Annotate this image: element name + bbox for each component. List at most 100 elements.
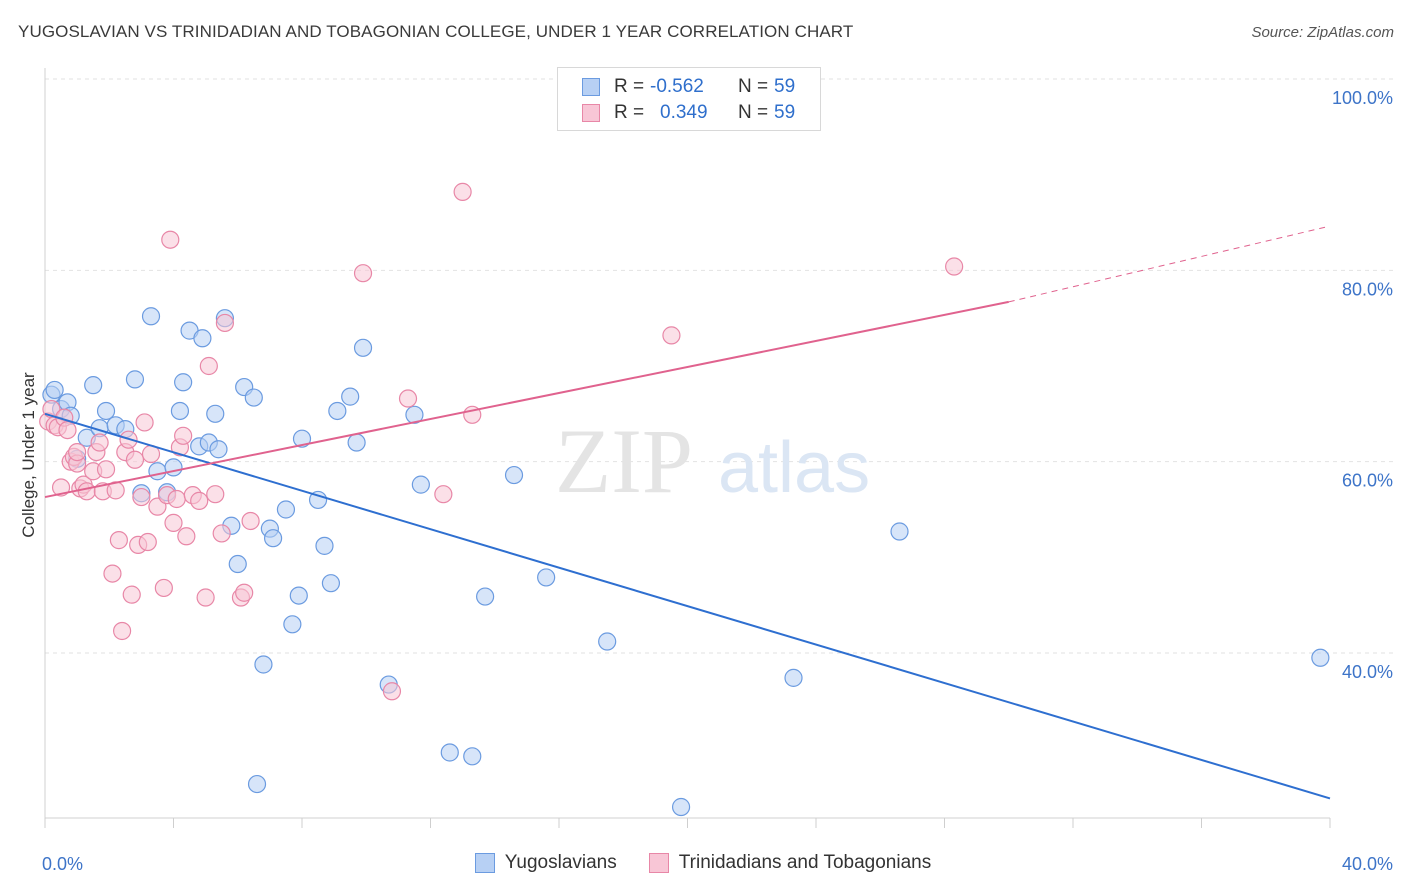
point-yugoslavian — [206, 404, 225, 423]
grid-lines — [45, 78, 1393, 654]
point-yugoslavian — [353, 338, 373, 357]
point-trinidadian — [112, 621, 132, 641]
point-trinidadian — [138, 532, 157, 552]
point-trinidadian — [177, 527, 196, 546]
y-tick-label: 100.0% — [1332, 88, 1393, 108]
watermark-atlas: atlas — [718, 428, 870, 508]
point-trinidadian — [135, 413, 154, 432]
point-yugoslavian — [1311, 648, 1330, 667]
y-axis-label: College, Under 1 year — [19, 372, 38, 538]
point-yugoslavian — [784, 668, 803, 687]
point-trinidadian — [132, 487, 151, 507]
legend-swatch-yugoslavians — [582, 78, 600, 96]
point-trinidadian — [662, 326, 681, 345]
point-trinidadian — [51, 478, 71, 497]
watermark: ZIP atlas — [555, 410, 870, 512]
point-yugoslavian — [244, 388, 263, 407]
point-trinidadian — [174, 426, 193, 445]
x-tick-label: 40.0% — [1342, 854, 1393, 874]
point-yugoslavian — [341, 387, 360, 406]
r-value: -0.562 — [650, 76, 704, 97]
legend-swatch-yugoslavians — [474, 853, 495, 873]
trend-extension-trinidadians — [1008, 226, 1326, 303]
point-yugoslavian — [890, 522, 909, 541]
chart-title: YUGOSLAVIAN VS TRINIDADIAN AND TOBAGONIA… — [18, 22, 854, 41]
r-label: R = — [614, 102, 645, 123]
point-yugoslavian — [292, 429, 312, 448]
point-trinidadian — [206, 485, 225, 504]
x-tick-label: 0.0% — [42, 854, 83, 874]
point-yugoslavian — [276, 500, 296, 519]
point-trinidadian — [199, 356, 218, 376]
legend-label-yugoslavians: Yugoslavians — [504, 852, 617, 873]
point-yugoslavian — [321, 574, 341, 593]
point-yugoslavian — [440, 743, 459, 762]
point-yugoslavian — [328, 401, 347, 421]
point-trinidadian — [109, 531, 128, 550]
point-trinidadian — [77, 482, 96, 501]
trend-lines — [44, 226, 1331, 800]
legend-item-trinidadians[interactable]: Trinidadians and Tobagonians — [648, 852, 932, 874]
legend-swatch-trinidadians — [582, 104, 600, 122]
y-tick-label: 60.0% — [1342, 471, 1393, 491]
x-tick-labels: 0.0% 40.0% — [42, 854, 1393, 874]
point-yugoslavian — [598, 632, 617, 651]
point-yugoslavian — [209, 440, 228, 459]
point-yugoslavian — [347, 433, 366, 452]
point-trinidadian — [96, 460, 116, 479]
point-trinidadian — [434, 485, 453, 504]
correlation-legend: R = -0.562 N = 59 R = 0.349 N = 59 — [557, 67, 821, 131]
point-trinidadian — [125, 450, 145, 469]
point-yugoslavian — [504, 465, 524, 485]
point-yugoslavian — [174, 373, 193, 392]
point-yugoslavian — [141, 307, 161, 326]
point-trinidadian — [398, 389, 418, 408]
point-yugoslavian — [193, 329, 212, 348]
point-yugoslavian — [671, 797, 691, 817]
legend-item-yugoslavians[interactable]: Yugoslavians — [474, 852, 617, 874]
point-yugoslavian — [45, 380, 64, 400]
point-trinidadian — [453, 182, 472, 201]
point-trinidadian — [353, 264, 373, 283]
point-trinidadian — [235, 583, 254, 602]
point-yugoslavian — [164, 458, 183, 477]
watermark-zip: ZIP — [555, 410, 693, 512]
point-trinidadian — [945, 257, 964, 276]
legend-row-trinidadians: R = 0.349 N = 59 — [582, 100, 795, 126]
point-yugoslavian — [283, 615, 302, 634]
legend-label-trinidadians: Trinidadians and Tobagonians — [678, 852, 932, 873]
point-trinidadian — [103, 564, 122, 583]
point-trinidadian — [215, 313, 234, 333]
point-yugoslavian — [170, 401, 190, 421]
r-value: 0.349 — [660, 102, 708, 123]
trend-line-yugoslavians — [44, 412, 1331, 800]
point-yugoslavian — [125, 370, 145, 389]
point-yugoslavian — [463, 747, 482, 766]
point-yugoslavian — [96, 401, 116, 421]
point-trinidadian — [161, 230, 180, 249]
point-trinidadian — [212, 524, 231, 543]
r-label: R = — [614, 76, 645, 97]
n-label: N = — [738, 102, 769, 123]
point-yugoslavian — [254, 655, 273, 674]
point-trinidadian — [90, 433, 109, 452]
point-yugoslavian — [263, 529, 283, 548]
point-yugoslavian — [315, 536, 334, 555]
source-label: Source: ZipAtlas.com — [1251, 24, 1394, 41]
point-trinidadian — [382, 682, 402, 701]
point-trinidadian — [167, 489, 186, 509]
legend-row-yugoslavians: R = -0.562 N = 59 — [582, 74, 795, 100]
point-yugoslavian — [537, 568, 556, 587]
trend-line-trinidadians — [44, 300, 1009, 499]
point-yugoslavian — [411, 475, 430, 494]
point-yugoslavian — [148, 462, 167, 481]
point-trinidadian — [190, 491, 209, 510]
n-value: 59 — [774, 102, 796, 123]
point-yugoslavian — [228, 554, 247, 574]
point-trinidadian — [154, 578, 173, 598]
series-legend: Yugoslavians Trinidadians and Tobagonian… — [0, 852, 1406, 874]
n-value: 59 — [774, 76, 796, 97]
data-points — [39, 182, 1330, 817]
point-trinidadian — [68, 443, 87, 462]
